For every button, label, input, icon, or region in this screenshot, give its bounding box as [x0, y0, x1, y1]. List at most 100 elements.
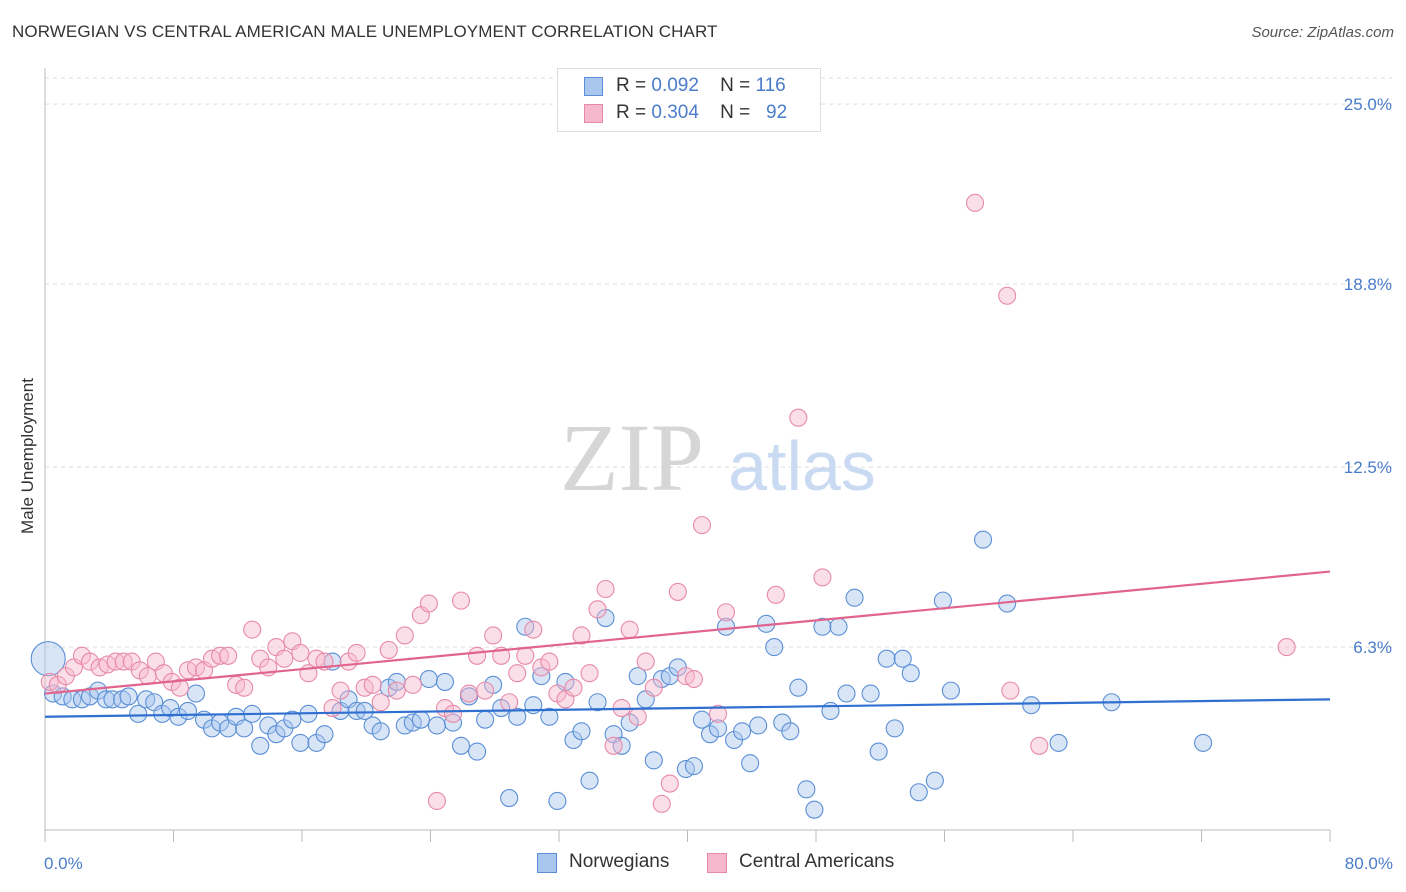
- norwegians-point: [291, 733, 310, 752]
- y-axis-title: Male Unemployment: [18, 378, 37, 534]
- central-americans-point: [766, 585, 785, 604]
- y-tick-label: 18.8%: [1344, 275, 1392, 294]
- legend-swatch-blue: [584, 77, 603, 96]
- central-americans-point: [596, 579, 615, 599]
- norwegians-point: [644, 751, 663, 770]
- central-americans-point: [572, 626, 591, 645]
- legend-swatch-pink: [584, 104, 603, 123]
- norwegians-point: [508, 707, 527, 726]
- norwegians-point: [427, 716, 446, 735]
- norwegians-point: [548, 791, 567, 811]
- central-americans-point: [508, 664, 527, 683]
- norwegians-point: [371, 722, 390, 741]
- central-americans-point: [604, 736, 623, 755]
- norwegians-point: [476, 710, 495, 729]
- bottom-legend-label: Norwegians: [569, 851, 670, 872]
- norwegians-point: [315, 725, 334, 744]
- norwegians-trend-line: [44, 698, 1331, 718]
- central-americans-point: [347, 643, 366, 662]
- y-tick-label: 6.3%: [1353, 638, 1392, 657]
- central-americans-point: [636, 652, 655, 671]
- legend-r-value: 0.092: [651, 75, 699, 96]
- central-americans-point: [628, 707, 647, 726]
- central-americans-point: [516, 646, 535, 665]
- central-americans-point: [427, 791, 446, 811]
- legend-r-value: 0.304: [651, 102, 699, 123]
- central-americans-point: [371, 693, 390, 712]
- central-americans-point: [331, 681, 350, 700]
- norwegians-point: [169, 707, 188, 726]
- norwegians-point: [909, 783, 928, 802]
- central-americans-point: [644, 678, 663, 697]
- central-americans-point: [965, 193, 985, 212]
- central-americans-point: [80, 652, 100, 671]
- norwegians-point: [941, 681, 960, 700]
- norwegians-point: [1022, 696, 1041, 715]
- chart-title: NORWEGIAN VS CENTRAL AMERICAN MALE UNEMP…: [12, 22, 718, 41]
- norwegians-point: [885, 719, 904, 738]
- norwegians-point: [901, 664, 920, 683]
- axes: [44, 68, 1331, 842]
- central-americans-point: [468, 646, 487, 665]
- bottom-legend-label: Central Americans: [739, 851, 895, 872]
- chart-source: Source: ZipAtlas.com: [1251, 24, 1394, 41]
- norwegians-point: [451, 736, 471, 755]
- central-americans-point: [291, 643, 310, 662]
- norwegians-point: [861, 684, 880, 703]
- central-americans-point: [235, 678, 254, 697]
- norwegians-point: [829, 617, 848, 636]
- norwegians-point: [933, 591, 952, 610]
- norwegians-point: [813, 617, 832, 636]
- norwegians-point: [692, 710, 712, 729]
- norwegians-point: [877, 649, 896, 668]
- watermark-atlas: atlas: [728, 427, 876, 505]
- norwegians-point: [435, 672, 455, 691]
- norwegians-point: [765, 638, 784, 657]
- norwegians-point: [805, 800, 824, 819]
- norwegians-point: [572, 722, 591, 741]
- legend-n-value: 116: [755, 75, 786, 96]
- central-americans-point: [813, 568, 832, 587]
- legend-text: R = 0.092 N = 116: [616, 75, 786, 97]
- norwegians-point: [789, 678, 808, 697]
- legend-n-label: N =: [720, 102, 751, 123]
- central-americans-point: [588, 600, 607, 619]
- y-tick-labels: 6.3% 12.5% 18.8% 25.0%: [1344, 95, 1392, 657]
- norwegians-point: [1049, 733, 1068, 752]
- watermark: ZIP atlas: [560, 404, 876, 511]
- norwegians-point: [781, 722, 800, 741]
- central-americans-point: [403, 675, 422, 694]
- central-americans-point: [660, 774, 679, 793]
- trend-lines: [44, 570, 1331, 718]
- norwegians-point: [684, 757, 703, 776]
- central-americans-point: [789, 408, 808, 427]
- central-americans-point: [243, 620, 262, 639]
- correlation-legend: R = 0.092 N = 116 R = 0.304 N = 92: [557, 68, 821, 132]
- central-americans-point: [1277, 638, 1296, 657]
- bottom-legend-swatch-pink: [707, 853, 727, 873]
- central-americans-point: [484, 626, 503, 645]
- central-americans-point: [387, 681, 406, 700]
- norwegians-point: [837, 684, 856, 703]
- central-americans-point: [564, 678, 583, 697]
- norwegians-point: [588, 693, 607, 712]
- norwegians-point: [355, 701, 374, 721]
- central-americans-point: [708, 704, 728, 723]
- central-americans-point: [1001, 681, 1020, 700]
- norwegians-point: [235, 719, 254, 738]
- norwegians-point: [733, 722, 752, 741]
- norwegians-point: [797, 780, 816, 799]
- central-americans-point: [692, 516, 712, 535]
- y-tick-label: 12.5%: [1344, 458, 1392, 477]
- central-americans-point: [540, 652, 559, 671]
- norwegians-point: [540, 707, 559, 726]
- x-tick-label: 80.0%: [1345, 854, 1393, 873]
- norwegians-point: [129, 704, 148, 723]
- legend-text: R = 0.304 N = 92: [616, 102, 787, 124]
- norwegians-point: [283, 710, 302, 729]
- legend-n-label: N =: [720, 75, 751, 96]
- central-americans-point: [219, 646, 238, 665]
- norwegians-point: [178, 701, 198, 721]
- norwegians-point: [741, 754, 760, 773]
